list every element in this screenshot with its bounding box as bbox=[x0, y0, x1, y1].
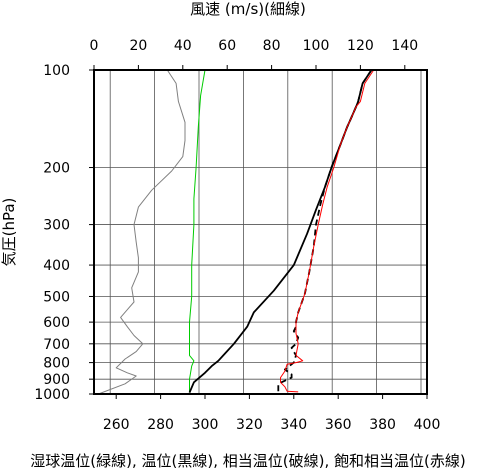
top-tick-label: 100 bbox=[303, 38, 330, 54]
top-tick-label: 40 bbox=[174, 38, 192, 54]
left-tick-label: 700 bbox=[43, 337, 70, 353]
left-tick-label: 1000 bbox=[34, 387, 70, 403]
bottom-tick-label: 280 bbox=[147, 417, 174, 433]
left-tick-label: 200 bbox=[43, 161, 70, 177]
series-line-theta_e bbox=[277, 69, 373, 392]
left-tick-label: 900 bbox=[43, 372, 70, 388]
bottom-tick-label: 260 bbox=[103, 417, 130, 433]
series-line-theta_es bbox=[280, 69, 375, 393]
top-tick-label: 140 bbox=[391, 38, 418, 54]
series-lines bbox=[98, 69, 375, 395]
bottom-axis-label: 湿球温位(緑線), 温位(黒線), 相当温位(破線), 飽和相当温位(赤線) bbox=[30, 452, 465, 470]
top-tick-label: 60 bbox=[218, 38, 236, 54]
left-tick-label: 100 bbox=[43, 63, 70, 79]
bottom-tick-label: 360 bbox=[325, 417, 352, 433]
bottom-tick-label: 400 bbox=[414, 417, 441, 433]
left-tick-label: 300 bbox=[43, 218, 70, 234]
left-tick-label: 800 bbox=[43, 356, 70, 372]
left-tick-label: 600 bbox=[43, 315, 70, 331]
left-axis-label: 気圧(hPa) bbox=[0, 198, 18, 267]
bottom-tick-label: 340 bbox=[280, 417, 307, 433]
series-line-wet_bulb_theta bbox=[189, 69, 206, 393]
bottom-tick-label: 300 bbox=[192, 417, 219, 433]
left-tick-label: 400 bbox=[43, 258, 70, 274]
top-tick-label: 80 bbox=[263, 38, 281, 54]
top-tick-label: 120 bbox=[347, 38, 374, 54]
tick-labels: 0 20 40 60 80 100 120 140 260 280 300 320 340 360 380 4… bbox=[34, 38, 440, 433]
left-tick-label: 500 bbox=[43, 289, 70, 305]
grid bbox=[94, 70, 427, 394]
bottom-tick-label: 320 bbox=[236, 417, 263, 433]
bottom-tick-label: 380 bbox=[369, 417, 396, 433]
top-tick-label: 20 bbox=[129, 38, 147, 54]
top-tick-label: 0 bbox=[90, 38, 99, 54]
series-line-wind bbox=[98, 69, 186, 395]
plot-frame bbox=[93, 69, 428, 395]
top-axis-label: 風速 (m/s)(細線) bbox=[190, 0, 306, 18]
